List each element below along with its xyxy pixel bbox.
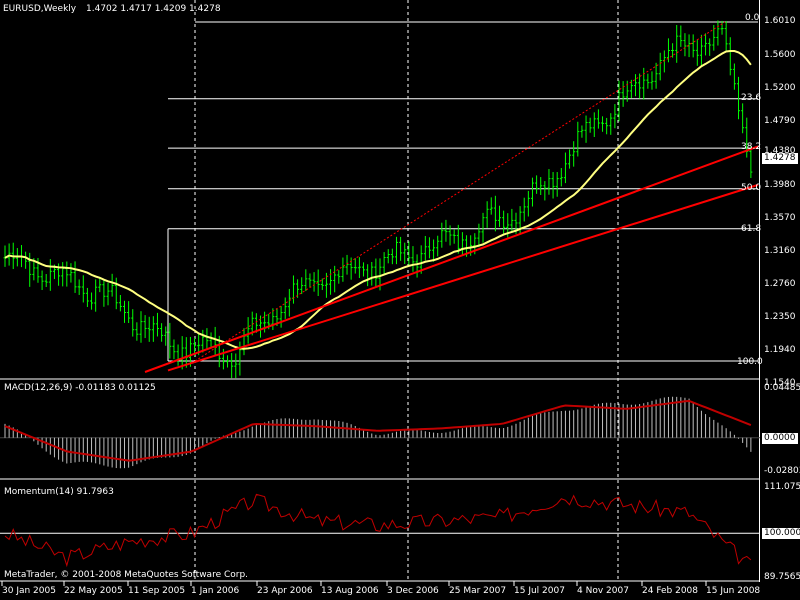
time-tick: 3 Dec 2006: [387, 586, 439, 596]
price-tick: 1.1540: [764, 378, 796, 388]
price-tick: 1.1940: [764, 345, 796, 355]
price-tick: 1.2760: [764, 279, 796, 289]
momentum-line: [4, 493, 752, 568]
price-tick: 1.6010: [764, 16, 796, 26]
price-tick: 1.4790: [764, 116, 796, 126]
time-tick: 15 Jul 2007: [514, 586, 565, 596]
moving-average-line: [4, 50, 752, 350]
momentum-tick: 89.7565: [764, 572, 800, 582]
time-tick: 15 Jun 2008: [706, 586, 761, 596]
momentum-tick: 111.0755: [764, 482, 800, 492]
fib-label-23-6: 23.6: [741, 93, 762, 103]
time-tick: 1 Jan 2006: [191, 586, 240, 596]
fib-label-61-8: 61.8: [741, 224, 762, 234]
momentum-label: Momentum(14) 91.7963: [4, 487, 114, 497]
fib-label-0: 0.0: [745, 13, 760, 23]
price-tick: 1.4380: [764, 146, 796, 156]
time-tick: 23 Apr 2006: [257, 586, 313, 596]
time-tick: 4 Nov 2007: [577, 586, 629, 596]
time-tick: 22 May 2005: [64, 586, 123, 596]
trendline-lower: [167, 183, 759, 372]
macd-tick: -0.02803: [764, 466, 800, 476]
macd-zero-tag: 0.0000: [762, 433, 798, 444]
price-tick: 1.3570: [764, 213, 796, 223]
price-tick: 1.5200: [764, 83, 796, 93]
fib-diagonal: [194, 21, 726, 362]
time-tick: 13 Aug 2006: [321, 586, 379, 596]
fib-label-38-2: 38.2: [741, 142, 762, 152]
time-tick: 11 Sep 2005: [128, 586, 186, 596]
current-price-tag: 1.4278: [762, 153, 798, 164]
macd-label: MACD(12,26,9) -0.01183 0.01125: [4, 383, 156, 393]
momentum-100-tag: 100.0000: [762, 528, 800, 539]
time-tick: 24 Feb 2008: [642, 586, 699, 596]
time-tick: 30 Jan 2005: [2, 586, 56, 596]
price-tick: 1.2350: [764, 312, 796, 322]
ohlc-readout: 1.4702 1.4717 1.4209 1.4278: [86, 4, 221, 14]
fib-label-50: 50.0: [741, 183, 762, 193]
trendline-upper: [144, 145, 759, 373]
macd-tick: 0.04485: [764, 383, 800, 393]
fib-label-100: 100.0: [737, 357, 763, 367]
time-tick: 25 Mar 2007: [449, 586, 507, 596]
macd-signal-line: [4, 399, 752, 462]
price-tick: 1.3980: [764, 180, 796, 190]
symbol-label: EURUSD,Weekly: [3, 4, 77, 14]
copyright: MetaTrader, © 2001-2008 MetaQuotes Softw…: [4, 570, 249, 580]
price-tick: 1.3160: [764, 246, 796, 256]
price-tick: 1.5600: [764, 50, 796, 60]
